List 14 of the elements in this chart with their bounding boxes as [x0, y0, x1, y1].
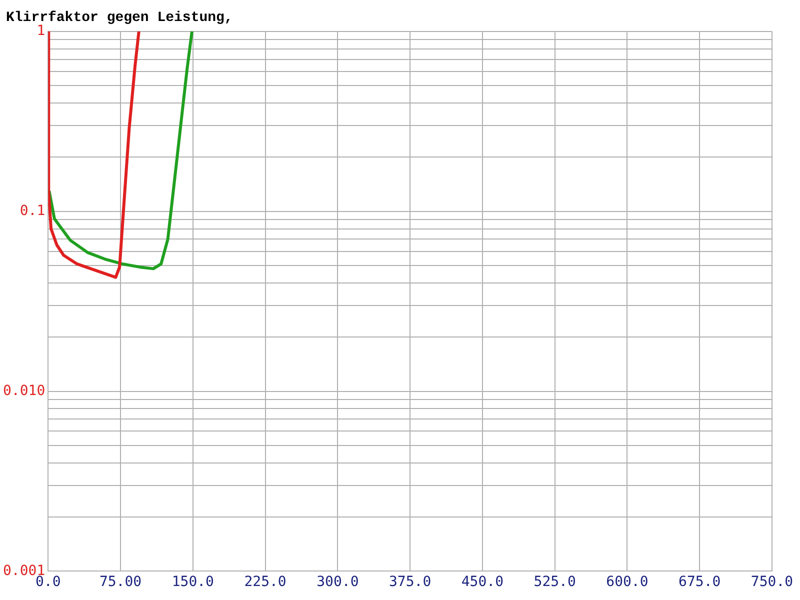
x-tick-label: 300.0	[316, 574, 359, 590]
x-tick-label: 750.0	[750, 574, 794, 590]
y-tick-label: 1	[36, 23, 46, 40]
x-tick-label: 75.00	[99, 574, 142, 590]
x-tick-label: 525.0	[534, 574, 576, 590]
x-tick-label: 600.0	[606, 574, 648, 590]
x-tick-label: 375.0	[388, 574, 432, 590]
x-tick-label: 225.0	[244, 574, 286, 590]
x-tick-label: 675.0	[678, 574, 721, 590]
y-tick-label: 0.010	[2, 382, 46, 399]
y-tick-label: 0.1	[20, 202, 46, 219]
chart-title: Klirrfaktor gegen Leistung,	[6, 10, 233, 26]
x-tick-label: 150.0	[172, 574, 214, 590]
x-tick-label: 450.0	[461, 574, 504, 590]
